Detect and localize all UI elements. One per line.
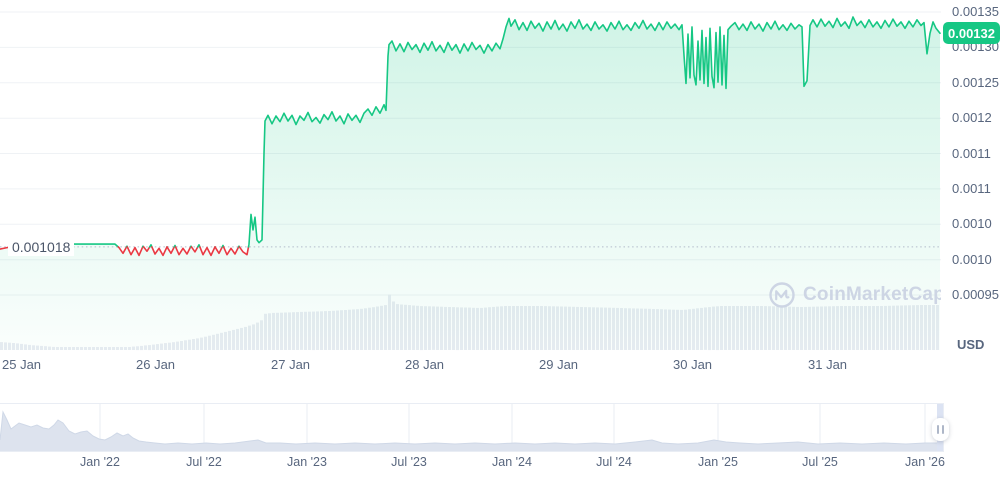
timeline-tick-label: Jan '26 <box>905 455 945 469</box>
price-line-down <box>174 246 192 256</box>
coinmarketcap-watermark: CoinMarketCap <box>768 281 945 309</box>
price-line-down <box>117 246 128 255</box>
grip-icon <box>937 425 939 434</box>
price-line-down <box>151 246 168 257</box>
date-axis: 25 Jan 26 Jan 27 Jan 28 Jan 29 Jan 30 Jan 31 J… <box>0 352 941 380</box>
price-line-down <box>222 246 240 256</box>
date-tick-label: 30 Jan <box>673 357 713 372</box>
price-tick-label: 0.0010 <box>952 216 992 231</box>
range-selector[interactable] <box>0 403 949 452</box>
timeline-area <box>0 412 944 452</box>
currency-unit-label: USD <box>957 337 985 352</box>
price-line-down <box>166 246 176 255</box>
price-line-down <box>238 246 250 256</box>
price-tick-label: 0.0012 <box>952 110 992 125</box>
price-line-down <box>214 246 224 255</box>
date-tick-label: 29 Jan <box>539 357 579 372</box>
price-chart-canvas[interactable] <box>0 0 941 352</box>
timeline-tick-label: Jan '23 <box>287 455 327 469</box>
price-line-up <box>247 16 941 248</box>
price-line-down <box>190 246 199 253</box>
price-tick-label: 0.00125 <box>952 75 999 90</box>
timeline-tick-label: Jul '22 <box>186 455 222 469</box>
price-tick-label: 0.00095 <box>952 287 999 302</box>
timeline-tick-label: Jan '22 <box>80 455 120 469</box>
price-axis: 0.00135 0.00130 0.00125 0.0012 0.0011 0.0011 0… <box>941 0 1007 378</box>
price-tick-label: 0.00135 <box>952 4 999 19</box>
timeline-tick-label: Jan '25 <box>698 455 738 469</box>
range-selector-axis: Jan '22 Jul '22 Jan '23 Jul '23 Jan '24 Jul '… <box>0 455 1007 475</box>
grip-icon <box>942 425 944 434</box>
timeline-tick-label: Jul '24 <box>596 455 632 469</box>
date-tick-label: 27 Jan <box>271 357 311 372</box>
range-handle[interactable] <box>932 418 949 441</box>
price-line-down <box>142 246 151 252</box>
timeline-tick-label: Jul '25 <box>802 455 838 469</box>
reference-price-label: 0.001018 <box>8 238 75 256</box>
timeline-tick-label: Jul '23 <box>391 455 427 469</box>
range-selector-canvas[interactable] <box>0 403 944 452</box>
date-tick-label: 31 Jan <box>808 357 848 372</box>
date-tick-label: 26 Jan <box>136 357 176 372</box>
date-tick-label: 28 Jan <box>405 357 445 372</box>
price-tick-label: 0.0011 <box>952 181 991 196</box>
coinmarketcap-logo-icon <box>769 282 795 308</box>
price-line-down <box>126 246 144 257</box>
price-tick-label: 0.0010 <box>952 252 992 267</box>
watermark-label: CoinMarketCap <box>803 284 945 305</box>
date-tick-label: 25 Jan <box>2 357 42 372</box>
timeline-tick-label: Jan '24 <box>492 455 532 469</box>
price-tick-label: 0.0011 <box>952 146 991 161</box>
price-line-down <box>199 246 216 257</box>
price-chart-plot[interactable]: 0.001018 CoinMarketCap <box>0 0 945 352</box>
timeline-area-edge <box>0 410 944 445</box>
price-area <box>0 17 940 350</box>
current-price-badge: 0.00132 <box>943 22 1000 44</box>
